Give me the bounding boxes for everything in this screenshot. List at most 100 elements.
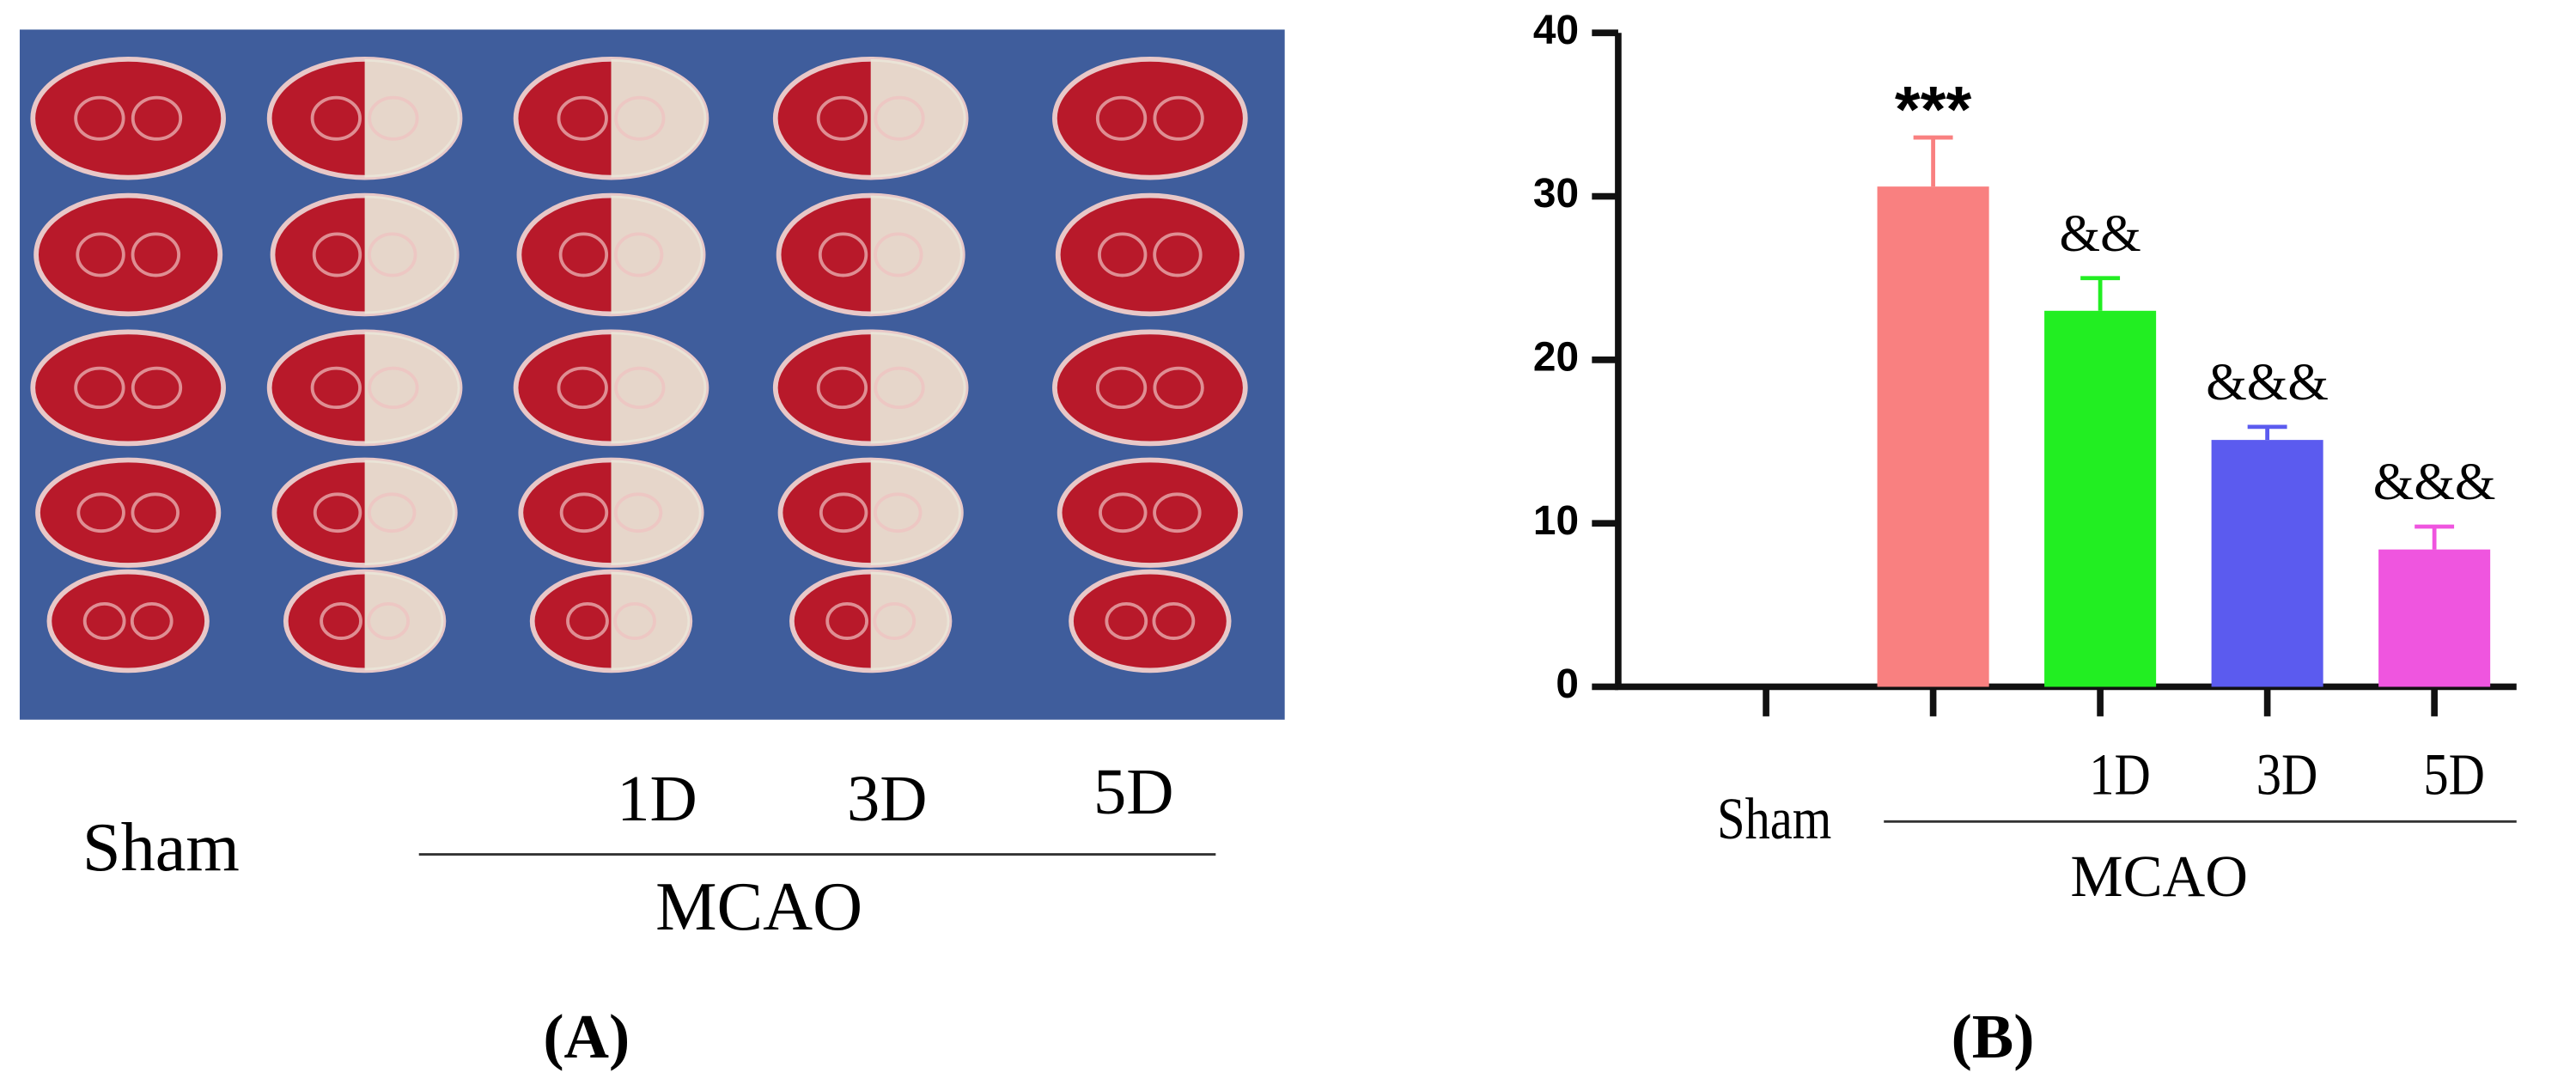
error-bar xyxy=(2247,424,2287,441)
y-tick-label: 40 xyxy=(1533,8,1579,53)
infarct xyxy=(611,195,703,314)
ventricle xyxy=(1153,95,1204,141)
ventricle xyxy=(1153,366,1204,410)
ventricle xyxy=(131,366,183,410)
y-tick-label: 0 xyxy=(1556,661,1579,707)
slice xyxy=(1057,457,1243,568)
ventricle xyxy=(614,95,666,141)
ventricle xyxy=(557,95,608,141)
ventricle xyxy=(874,492,923,533)
ventricle xyxy=(1098,232,1148,277)
infarct xyxy=(611,332,707,444)
infarct xyxy=(611,571,691,671)
slice xyxy=(1055,192,1245,317)
infarct xyxy=(364,460,455,565)
sham-label: Sham xyxy=(82,809,240,886)
ventricle xyxy=(131,95,183,141)
y-tick-label: 10 xyxy=(1533,498,1579,544)
infarct xyxy=(364,195,457,314)
panel-label: (A) xyxy=(543,1002,630,1071)
ventricle xyxy=(613,492,663,533)
significance-label: *** xyxy=(1895,73,1972,146)
ventricle xyxy=(76,492,125,533)
slice xyxy=(1052,329,1248,447)
infarct xyxy=(611,58,707,178)
infarct xyxy=(611,460,702,565)
ventricle xyxy=(131,492,180,533)
bar xyxy=(2044,310,2157,687)
ventricle xyxy=(367,601,411,640)
error-bar xyxy=(2415,524,2455,550)
ventricle xyxy=(313,492,362,533)
ventricle xyxy=(614,366,666,410)
group-label: MCAO xyxy=(655,869,862,945)
bar xyxy=(2378,549,2491,687)
infarct xyxy=(364,58,460,178)
y-tick-label: 20 xyxy=(1533,334,1579,380)
x-tick-label: 3D xyxy=(2256,741,2318,808)
ventricle xyxy=(310,95,362,141)
error-bar xyxy=(1913,135,1953,187)
slice xyxy=(30,329,226,447)
ventricle xyxy=(131,232,181,277)
group-label: MCAO xyxy=(2070,844,2248,909)
significance-label: && xyxy=(2060,204,2141,263)
ventricle xyxy=(613,232,664,277)
infarct xyxy=(870,58,966,178)
ventricle xyxy=(74,366,125,410)
day-label: 3D xyxy=(847,762,927,835)
ventricle xyxy=(559,492,609,533)
ventricle xyxy=(874,232,923,277)
ventricle xyxy=(130,601,174,640)
brain-slices xyxy=(30,56,1248,673)
ventricle xyxy=(816,366,868,410)
day-label: 5D xyxy=(1093,755,1174,828)
ventricle xyxy=(1095,366,1148,410)
panel-label: (B) xyxy=(1952,1002,2035,1071)
ventricle xyxy=(74,95,125,141)
slice xyxy=(1069,569,1232,673)
slice xyxy=(35,457,222,568)
x-tick-label: 1D xyxy=(2089,741,2151,808)
infarct xyxy=(870,195,963,314)
slice xyxy=(46,569,210,673)
slice xyxy=(33,192,223,317)
x-tick-label: Sham xyxy=(1717,786,1831,852)
ventricle xyxy=(557,366,608,410)
ventricle xyxy=(1095,95,1148,141)
ventricle xyxy=(819,492,868,533)
ventricle xyxy=(368,232,417,277)
day-label: 1D xyxy=(617,762,697,835)
y-tick-label: 30 xyxy=(1533,171,1579,216)
bar xyxy=(1877,186,1989,687)
infarct xyxy=(870,332,966,444)
ventricle xyxy=(82,601,126,640)
ventricle xyxy=(320,601,362,640)
bar xyxy=(2211,440,2323,687)
ventricle xyxy=(566,601,609,640)
infarct xyxy=(870,571,950,671)
ventricle xyxy=(312,232,362,277)
ventricle xyxy=(1099,492,1148,533)
ventricle xyxy=(558,232,609,277)
ventricle xyxy=(368,366,419,410)
slice xyxy=(30,56,226,180)
ventricle xyxy=(613,601,656,640)
slice xyxy=(1052,56,1248,180)
x-tick-label: 5D xyxy=(2423,741,2485,808)
ventricle xyxy=(816,95,868,141)
ventricle xyxy=(310,366,362,410)
ventricle xyxy=(368,95,419,141)
infarct xyxy=(870,460,961,565)
infarct xyxy=(364,332,460,444)
ventricle xyxy=(1153,492,1202,533)
ventricle xyxy=(76,232,125,277)
ventricle xyxy=(1152,601,1196,640)
significance-label: &&& xyxy=(2373,453,2496,511)
ventricle xyxy=(818,232,868,277)
infarct xyxy=(364,571,444,671)
ventricle xyxy=(874,95,925,141)
ventricle xyxy=(874,366,925,410)
